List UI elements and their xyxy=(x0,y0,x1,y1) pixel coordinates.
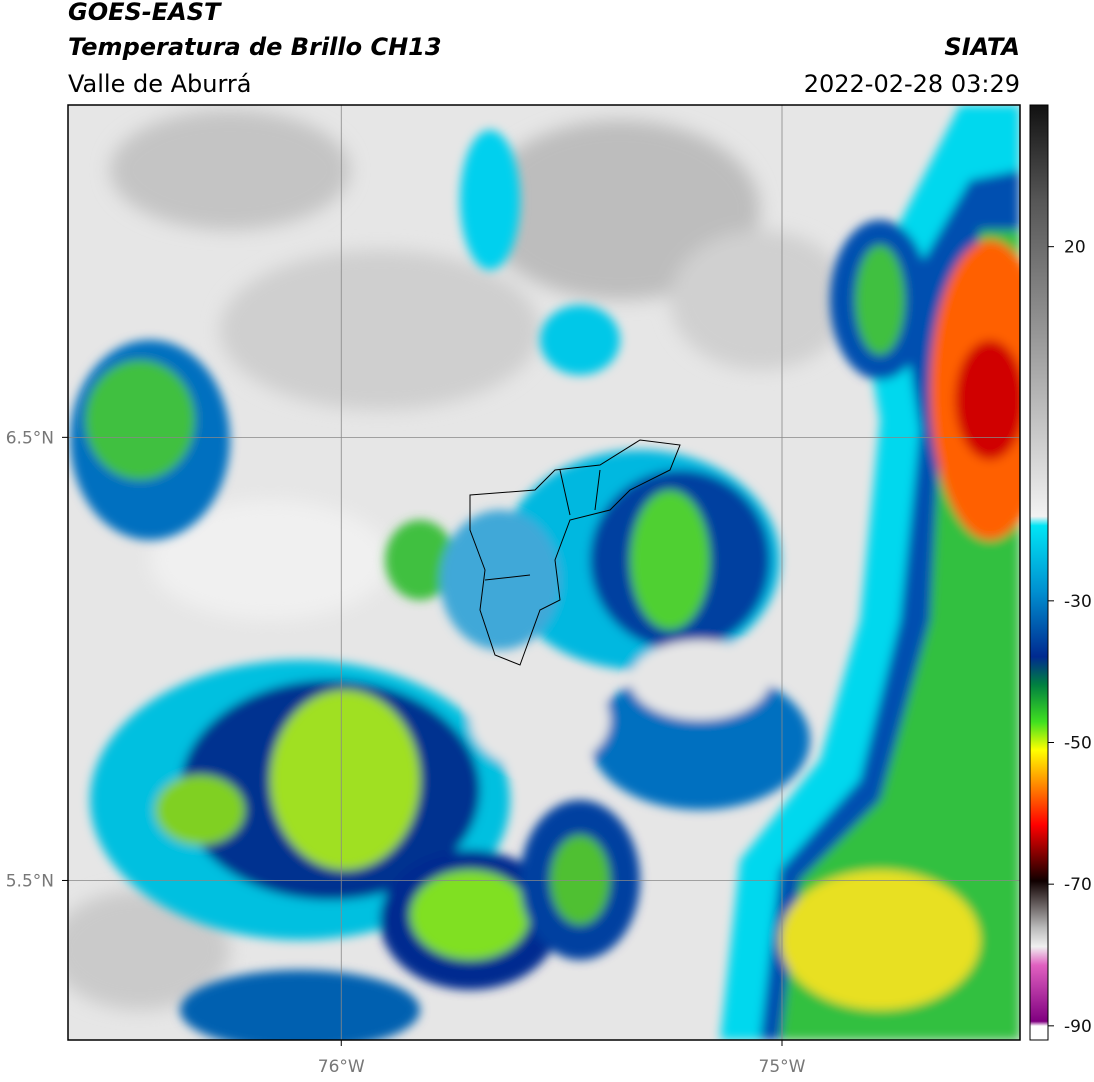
colorbar-tick-label: -50 xyxy=(1064,734,1092,754)
colorbar xyxy=(1029,104,1049,1041)
colorbar-tick-label: -70 xyxy=(1064,875,1092,895)
colorbar-tick-label: -30 xyxy=(1064,592,1092,612)
datetime: 2022-02-28 03:29 xyxy=(804,70,1020,98)
colorbar-tick-label: -90 xyxy=(1064,1017,1092,1037)
y-tick-label: 6.5°N xyxy=(6,428,54,448)
colorbar-tick-label: 20 xyxy=(1064,238,1086,258)
product: Temperatura de Brillo CH13 xyxy=(68,33,442,61)
x-tick-label: 75°W xyxy=(759,1057,806,1077)
satellite-image xyxy=(68,105,1020,1040)
source: SIATA xyxy=(944,33,1020,61)
region: Valle de Aburrá xyxy=(68,70,252,98)
grid xyxy=(68,105,1020,1040)
y-tick-label: 5.5°N xyxy=(6,871,54,891)
satellite: GOES-EAST xyxy=(68,0,222,26)
x-tick-label: 76°W xyxy=(318,1057,365,1077)
map-frame xyxy=(67,104,1021,1041)
